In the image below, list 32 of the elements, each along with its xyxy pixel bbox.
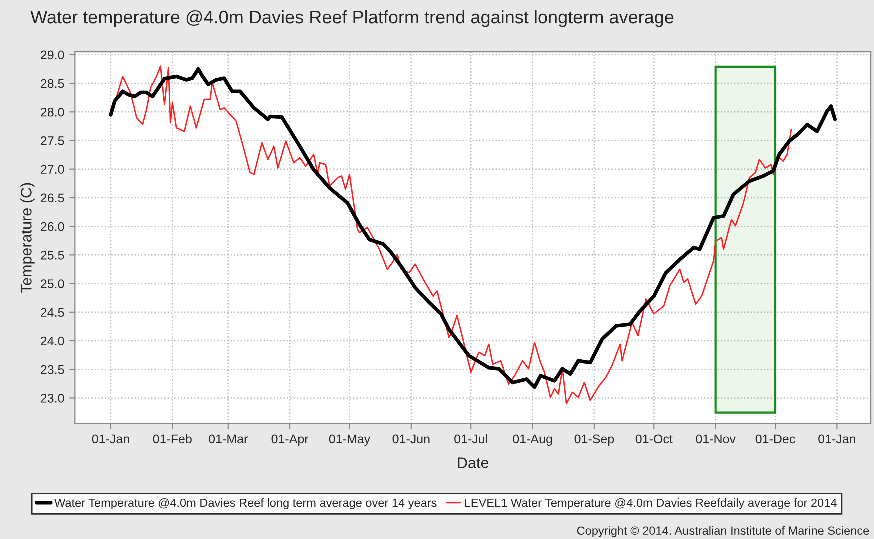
x-tick-label: 01-Jan (818, 434, 856, 444)
y-tick-label: 23.5 (41, 365, 64, 374)
x-tick-label: 01-Jul (454, 434, 488, 444)
x-tick-label: 01-Apr (272, 434, 309, 446)
y-tick-label: 28.5 (41, 79, 64, 88)
y-tick-label: 26.0 (41, 222, 64, 232)
y-tick-label: 25.5 (41, 250, 64, 260)
y-tick-label: 28.0 (41, 108, 64, 117)
x-tick-label: 01-Sep (574, 434, 614, 446)
y-tick-label: 25.0 (41, 280, 64, 288)
y-tick-label: 26.5 (41, 194, 64, 203)
x-axis-title: Date (458, 458, 489, 468)
text: Copyright © 2014. Australian Institute of Marine Science (577, 526, 870, 538)
x-tick-label: 01-Aug (513, 434, 552, 446)
y-tick-label: 29.0 (41, 50, 64, 60)
x-tick-label: 01-Mar (209, 434, 248, 444)
chart-title: Water temperature @4.0m Davies Reef Platform trend against longterm average (30, 10, 674, 28)
y-tick-label: 27.0 (41, 165, 64, 174)
x-tick-label: 01-Oct (636, 434, 673, 444)
x-tick-label: 01-Jan (92, 434, 130, 444)
y-tick-label: 23.0 (41, 394, 64, 403)
y-tick-label: 27.5 (41, 136, 64, 146)
x-tick-label: 01-Dec (756, 434, 796, 444)
legend-label: LEVEL1 Water Temperature @4.0m Davies Reefdaily average for 2014 (465, 498, 837, 510)
y-tick-label: 24.0 (41, 336, 64, 346)
y-axis-title: Temperature (C) (20, 183, 35, 294)
x-tick-label: 01-May (329, 434, 371, 446)
y-tick-label: 24.5 (41, 308, 64, 318)
x-tick-label: 01-Feb (153, 434, 192, 444)
x-tick-label: 01-Nov (696, 434, 736, 444)
legend-label: Water Temperature @4.0m Davies Reef long term average over 14 years (54, 498, 437, 510)
x-tick-label: 01-Jun (392, 434, 430, 444)
